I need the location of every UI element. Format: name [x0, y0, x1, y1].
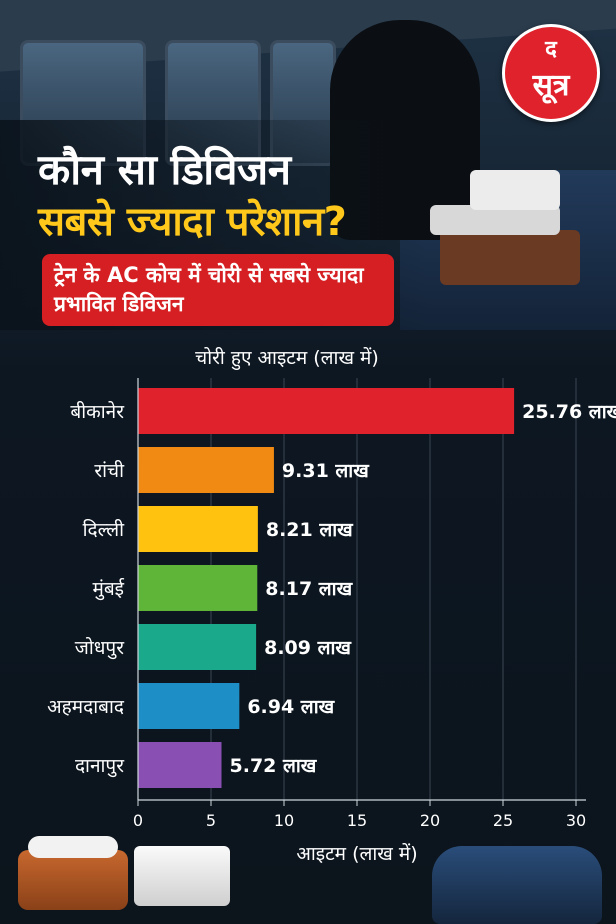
- value-label: 6.94 लाख: [247, 696, 335, 718]
- value-label: 8.21 लाख: [266, 519, 354, 541]
- chart-category-labels: बीकानेर रांची दिल्ली मुंबई जोधपुर अहमदाबाद दान…: [47, 400, 125, 778]
- chart-bars: [138, 388, 515, 788]
- headline-line2: सबसे ज्यादा परेशान?: [38, 199, 347, 245]
- x-tick-label: 25: [493, 811, 513, 830]
- brand-logo: द सूत्र: [502, 24, 600, 122]
- category-label: बीकानेर: [70, 400, 125, 423]
- category-label: जोधपुर: [75, 636, 125, 660]
- category-label: दिल्ली: [83, 518, 125, 541]
- linen-in-hands: [470, 170, 560, 210]
- chart-value-labels: 25.76 लाख 9.31 लाख 8.21 लाख 8.17 लाख 8.09 ला…: [230, 401, 616, 777]
- x-tick-label: 5: [206, 811, 216, 830]
- folded-blanket-image: [18, 850, 128, 910]
- value-label: 9.31 लाख: [282, 460, 370, 482]
- pillow-image: [28, 836, 118, 858]
- value-label: 25.76 लाख: [522, 401, 616, 423]
- bar-3: [138, 506, 258, 552]
- x-tick-label: 0: [133, 811, 143, 830]
- subtitle-text: ट्रेन के AC कोच में चोरी से सबसे ज्यादा …: [54, 263, 364, 316]
- bar-5: [138, 624, 257, 670]
- blue-backpack-image: [432, 846, 602, 924]
- chart-axis: 0 5 10 15 20 25 30 आइटम (लाख में): [133, 378, 586, 865]
- category-label: अहमदाबाद: [47, 696, 125, 718]
- bar-7: [138, 742, 222, 788]
- bedsheet-stack-image: [134, 846, 230, 906]
- category-label: रांची: [94, 459, 125, 482]
- x-tick-label: 10: [274, 811, 294, 830]
- bar-4: [138, 565, 258, 611]
- brand-logo-line1: द: [545, 37, 557, 62]
- value-label: 8.17 लाख: [265, 578, 353, 600]
- x-tick-label: 20: [420, 811, 440, 830]
- bar-1: [138, 388, 515, 434]
- headline-line1: कौन सा डिविजन: [38, 145, 291, 194]
- category-label: दानापुर: [75, 755, 125, 778]
- linen-stack: [430, 205, 560, 235]
- bar-6: [138, 683, 240, 729]
- value-label: 5.72 लाख: [230, 755, 318, 777]
- subtitle-box: ट्रेन के AC कोच में चोरी से सबसे ज्यादा …: [42, 254, 394, 326]
- bar-chart: बीकानेर रांची दिल्ली मुंबई जोधपुर अहमदाबाद दान…: [47, 378, 616, 865]
- value-label: 8.09 लाख: [264, 637, 352, 659]
- blanket-stack: [440, 230, 580, 285]
- x-axis-title: आइटम (लाख में): [296, 842, 417, 865]
- category-label: मुंबई: [92, 577, 125, 601]
- x-tick-label: 30: [566, 811, 586, 830]
- bar-2: [138, 447, 274, 493]
- x-tick-label: 15: [347, 811, 367, 830]
- brand-logo-line2: सूत्र: [532, 68, 570, 103]
- chart-title: चोरी हुए आइटम (लाख में): [195, 347, 379, 369]
